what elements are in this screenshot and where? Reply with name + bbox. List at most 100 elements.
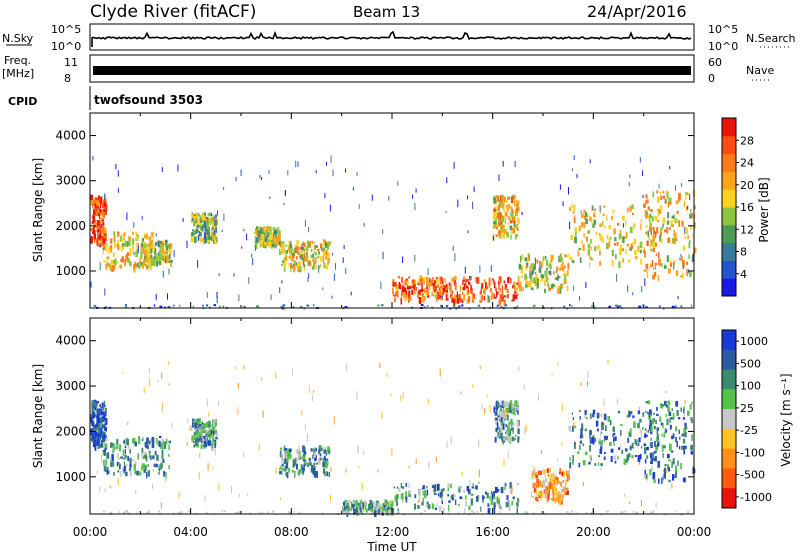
echo-cell (531, 473, 534, 479)
echo-cell (136, 244, 139, 250)
echo-cell (649, 409, 652, 414)
echo-cell (191, 425, 193, 431)
echo-cell (542, 256, 545, 261)
echo-cell (100, 196, 103, 201)
echo-cell (132, 459, 135, 462)
echo-cell (406, 280, 409, 288)
echo-cell (531, 279, 534, 284)
echo-cell (323, 449, 326, 454)
echo-cell (205, 511, 208, 514)
echo-cell (151, 231, 153, 238)
echo-cell (325, 453, 328, 456)
echo-cell (507, 204, 510, 209)
echo-cell (95, 436, 98, 440)
echo-cell (521, 212, 523, 216)
echo-cell (161, 167, 163, 173)
echo-cell (444, 278, 446, 284)
echo-cell (590, 246, 592, 251)
echo-cell (296, 263, 300, 270)
echo-cell (137, 262, 140, 268)
echo-cell (552, 492, 555, 496)
echo-cell (499, 511, 501, 514)
echo-cell (562, 480, 564, 483)
echo-cell (143, 456, 146, 459)
echo-cell (496, 496, 498, 504)
echo-cell (504, 487, 506, 491)
echo-cell (274, 232, 277, 238)
echo-cell (302, 467, 304, 474)
echo-cell (534, 472, 537, 478)
colorbar-tick-label: -25 (740, 424, 758, 437)
echo-cell (272, 232, 274, 235)
echo-cell (193, 440, 195, 443)
echo-cell (213, 421, 215, 427)
echo-cell (464, 495, 467, 500)
echo-cell (368, 504, 371, 511)
echo-cell (400, 292, 403, 298)
echo-cell (433, 286, 436, 293)
echo-cell (128, 240, 131, 246)
echo-cell (669, 262, 673, 267)
echo-cell (589, 159, 591, 164)
echo-cell (637, 422, 640, 429)
echo-cell (646, 271, 649, 279)
echo-cell (299, 255, 301, 259)
echo-cell (516, 507, 518, 514)
echo-cell (571, 260, 575, 263)
echo-cell (631, 204, 634, 210)
echo-cell (599, 234, 602, 241)
echo-cell (300, 455, 303, 460)
echo-cell (488, 296, 491, 303)
echo-cell (519, 284, 522, 292)
echo-cell (102, 405, 105, 411)
echo-cell (315, 462, 319, 465)
echo-cell (500, 299, 504, 302)
echo-cell (203, 215, 205, 221)
echo-cell (307, 277, 309, 282)
echo-cell (532, 495, 535, 498)
echo-cell (642, 412, 645, 417)
echo-cell (392, 507, 395, 514)
echo-cell (495, 194, 498, 198)
echo-cell (663, 432, 666, 438)
echo-cell (409, 491, 411, 495)
echo-cell (511, 485, 513, 493)
echo-cell (582, 443, 585, 446)
echo-cell (377, 304, 380, 307)
echo-cell (603, 225, 606, 229)
echo-cell (158, 510, 160, 513)
echo-cell (419, 293, 422, 296)
echo-cell (434, 493, 437, 496)
echo-cell (396, 290, 399, 298)
echo-cell (344, 499, 348, 504)
echo-cell (560, 481, 562, 487)
echo-cell (578, 463, 581, 468)
echo-cell (613, 437, 615, 443)
nsearch-tick-bottom: 10^0 (708, 40, 738, 53)
echo-cell (318, 265, 321, 269)
echo-cell (551, 373, 553, 376)
echo-cell (477, 481, 481, 485)
echo-cell (169, 254, 171, 260)
echo-cell (492, 213, 496, 220)
echo-cell (265, 228, 268, 233)
echo-cell (562, 496, 564, 499)
echo-cell (215, 235, 217, 240)
echo-cell (206, 292, 208, 298)
echo-cell (448, 282, 451, 286)
echo-cell (127, 456, 129, 462)
echo-cell (581, 222, 584, 227)
echo-cell (139, 257, 141, 264)
echo-cell (526, 262, 529, 268)
echo-cell (99, 419, 103, 424)
echo-cell (656, 227, 659, 234)
echo-cell (446, 440, 448, 449)
echo-cell (590, 457, 593, 461)
echo-cell (666, 226, 669, 234)
echo-cell (307, 261, 310, 266)
echo-cell (511, 436, 515, 442)
echo-cell (223, 510, 226, 513)
echo-cell (681, 183, 683, 187)
echo-cell (151, 239, 154, 243)
echo-cell (94, 403, 97, 406)
